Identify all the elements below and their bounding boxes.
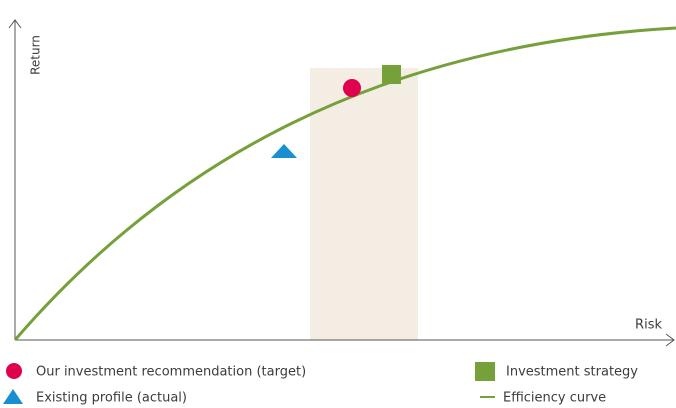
strategy-marker — [382, 65, 401, 84]
x-arrow — [665, 333, 675, 347]
legend-label: Our investment recommendation (target) — [36, 365, 306, 380]
recommendation-marker — [343, 79, 361, 97]
y-axis-label: Return — [29, 35, 43, 75]
legend-icon — [3, 389, 23, 404]
x-axis-label: Risk — [635, 318, 662, 333]
target-zone — [310, 68, 418, 340]
legend-icon — [6, 363, 22, 379]
legend-label: Investment strategy — [506, 365, 638, 380]
y-arrow — [8, 19, 22, 29]
legend-label: Existing profile (actual) — [36, 391, 187, 406]
legend-icon — [475, 362, 495, 381]
efficiency-curve — [13, 26, 676, 341]
legend-label: Efficiency curve — [503, 391, 606, 406]
existing-profile-marker — [271, 144, 297, 158]
